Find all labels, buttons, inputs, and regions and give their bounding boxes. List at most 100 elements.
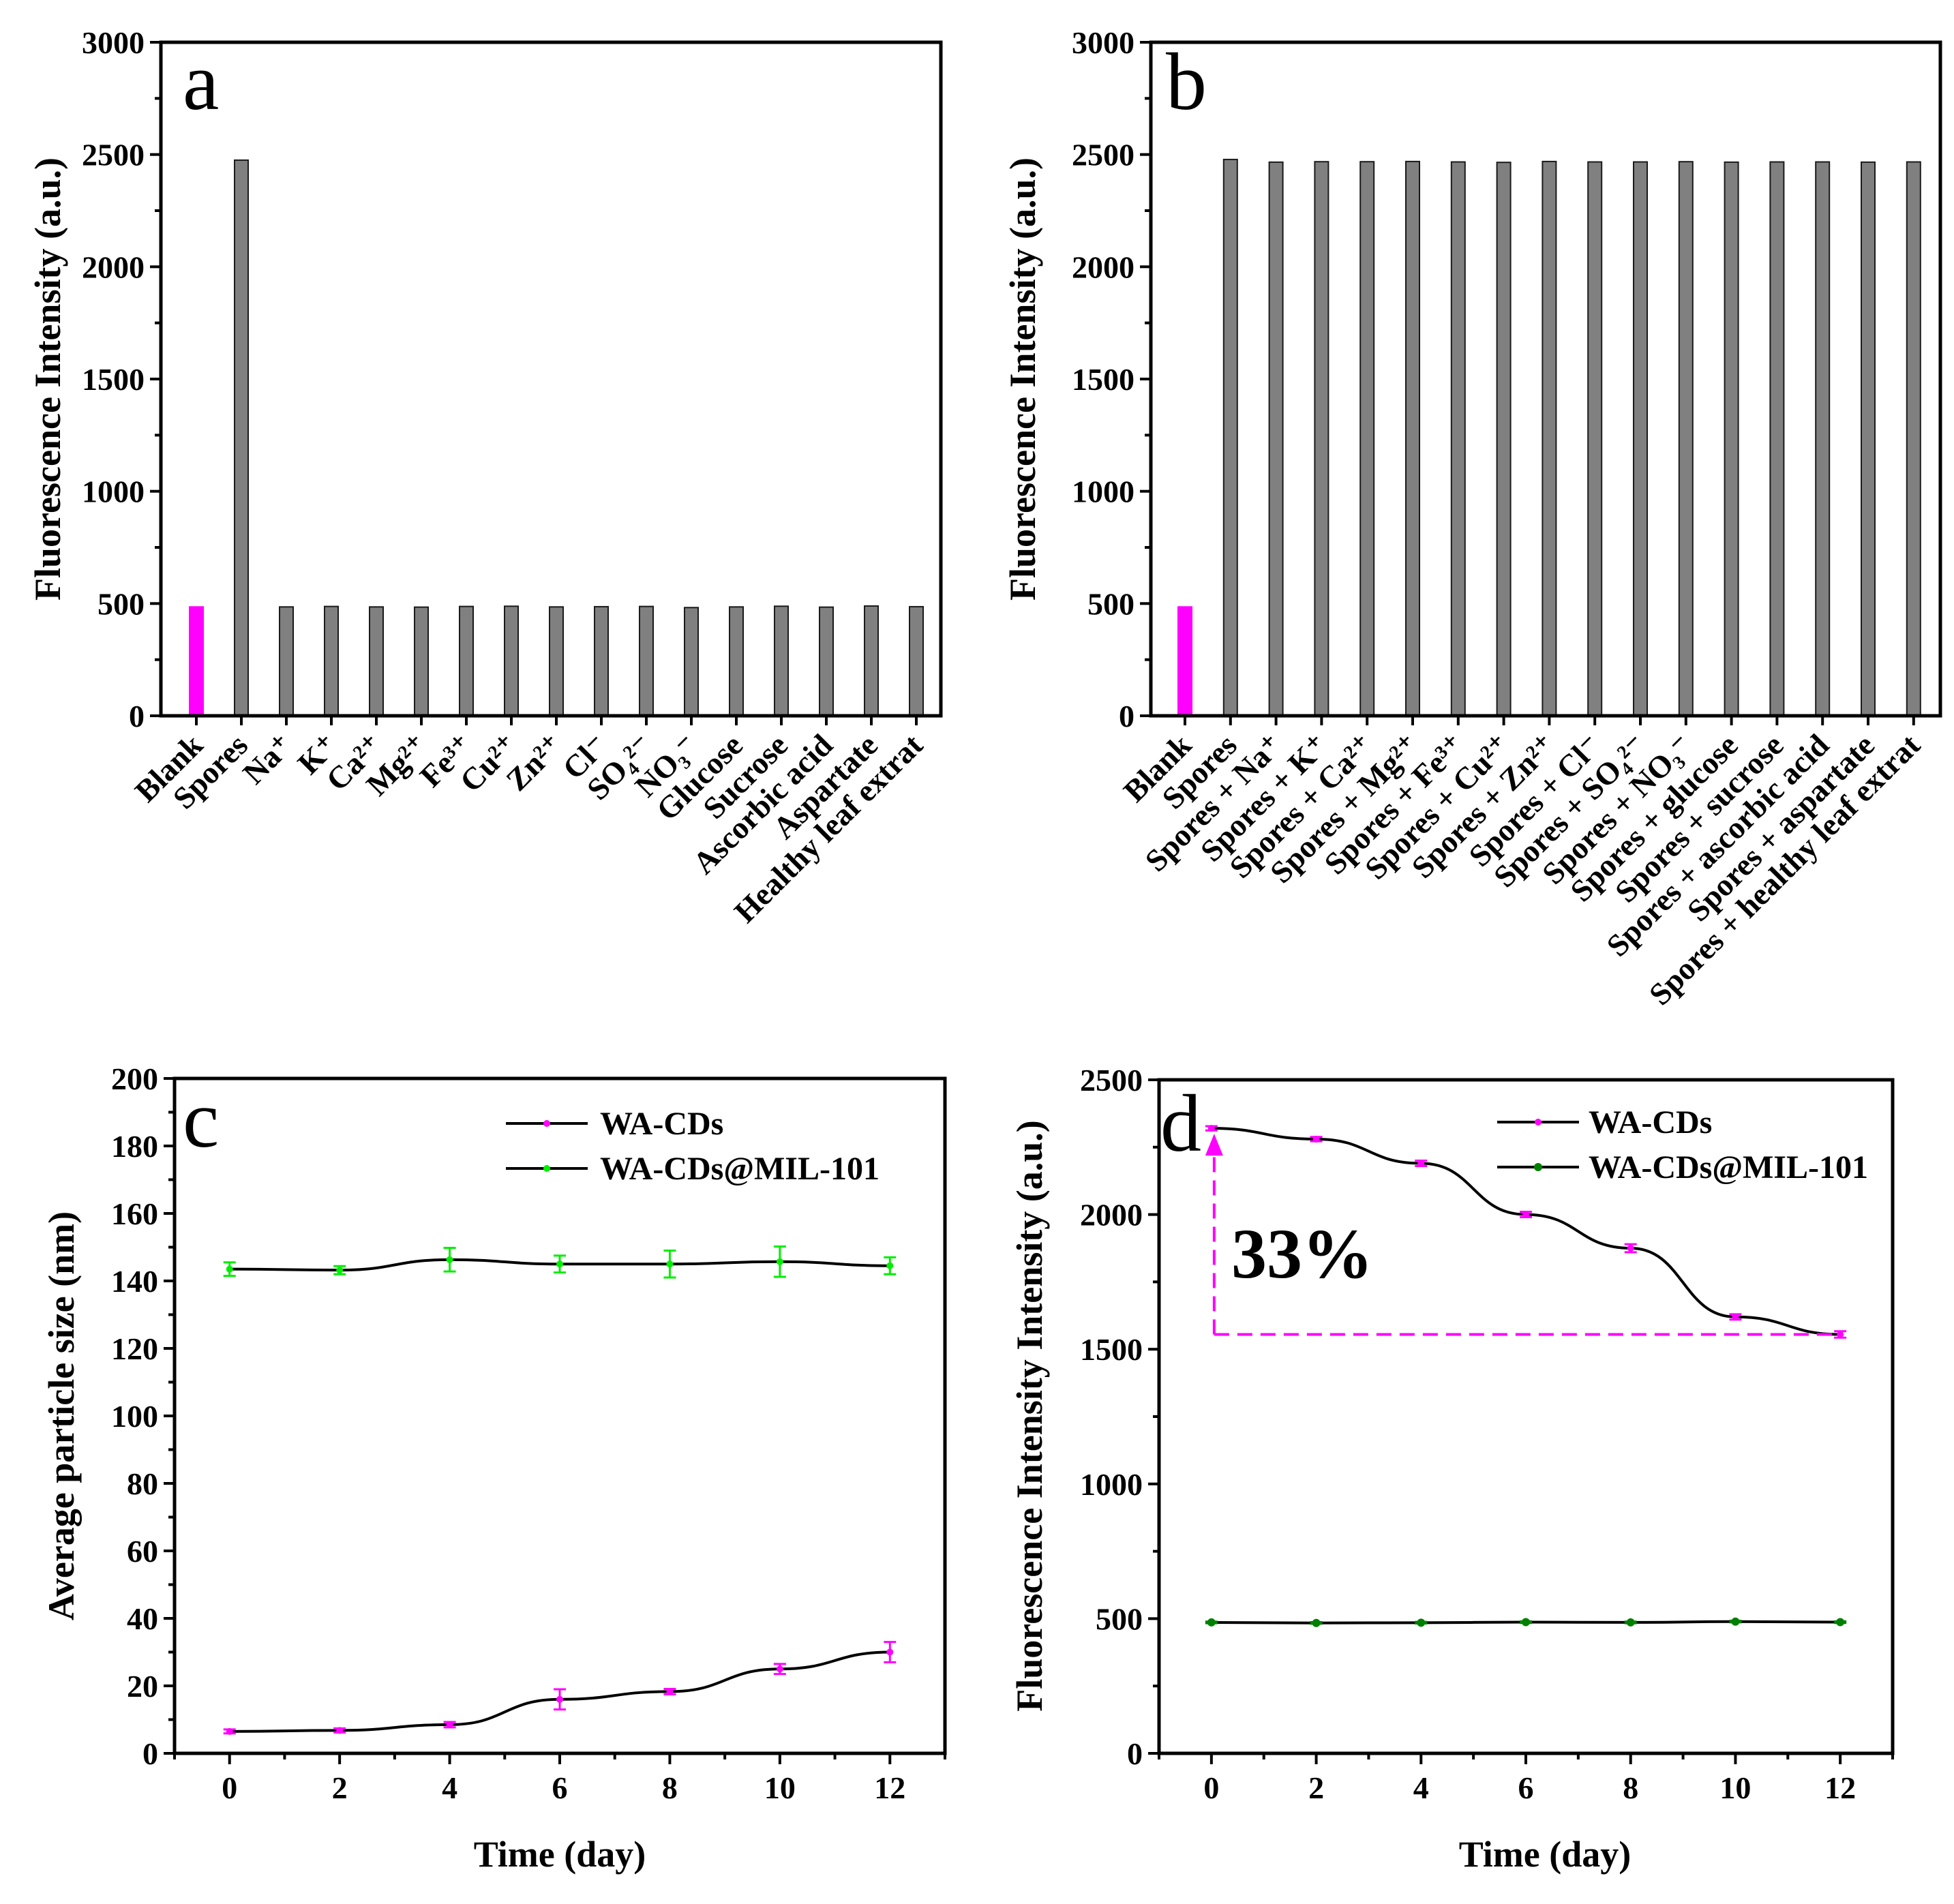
panel-d-annotation-label: 33% xyxy=(1231,1215,1373,1293)
panel-d-series-0-point-5 xyxy=(1732,1313,1739,1320)
panel-b-ytick-label-2: 1000 xyxy=(1072,474,1134,509)
panel-c-ytick-label-5: 100 xyxy=(111,1399,158,1434)
panel-c-xtick-label-0: 0 xyxy=(222,1770,237,1805)
panel-b-bar-9 xyxy=(1587,161,1603,716)
panel-c-series-0-point-3 xyxy=(556,1695,563,1703)
panel-d-xtick-label-3: 6 xyxy=(1518,1770,1534,1805)
panel-d-legend-marker-0 xyxy=(1535,1119,1542,1125)
panel-b-bar-4 xyxy=(1359,161,1375,717)
panel-d-series-1-point-0 xyxy=(1207,1618,1216,1627)
panel-b-bar-11 xyxy=(1678,161,1694,717)
panel-c-xlabel: Time (day) xyxy=(474,1834,646,1875)
panel-c-legend-marker-0 xyxy=(543,1120,550,1127)
panel-a-bar-7 xyxy=(504,605,519,716)
panel-c-series-1-point-4 xyxy=(666,1260,674,1268)
panel-b-yticks: 0 500 1000 1500 2000 2500 3000 xyxy=(1072,25,1151,734)
panel-a-bar-8 xyxy=(549,606,564,716)
panel-c-xtick-label-3: 6 xyxy=(552,1770,568,1805)
panel-a-ytick-label-1: 500 xyxy=(97,586,145,621)
panel-c-series xyxy=(223,1245,897,1735)
panel-d-series-1-point-3 xyxy=(1522,1618,1530,1627)
panel-d-ytick-label-4: 2000 xyxy=(1080,1198,1143,1233)
panel-b-bar-12 xyxy=(1724,161,1739,716)
panel-c-ytick-label-7: 140 xyxy=(111,1264,158,1299)
panel-c-series-1-point-1 xyxy=(336,1267,344,1274)
panel-b-ytick-label-0: 0 xyxy=(1119,699,1134,734)
panel-b-bar-15 xyxy=(1861,161,1876,716)
panel-c-legend: WA-CDs WA-CDs@MIL-101 xyxy=(506,1106,880,1187)
panel-a-ytick-label-3: 1500 xyxy=(82,362,145,397)
panel-a-category-labels: BlankSporesNa⁺K⁺Ca²⁺Mg²⁺Fe³⁺Cu²⁺Zn²⁺Cl⁻S… xyxy=(128,727,930,930)
panel-b-bar-14 xyxy=(1815,161,1831,716)
panel-d-xtick-label-2: 4 xyxy=(1413,1770,1429,1805)
panel-c-series-1-point-6 xyxy=(886,1262,894,1269)
panel-c-ytick-label-2: 40 xyxy=(127,1601,158,1636)
panel-c-series-0-point-1 xyxy=(336,1727,344,1734)
panel-b-ytick-label-4: 2000 xyxy=(1072,250,1134,284)
panel-a-bar-4 xyxy=(369,606,384,716)
panel-a-letter: a xyxy=(183,36,219,127)
panel-a-bar-5 xyxy=(414,606,429,716)
panel-d-series-1-point-1 xyxy=(1312,1618,1321,1627)
panel-b-bar-3 xyxy=(1314,161,1329,717)
panel-c-series-0-point-6 xyxy=(886,1648,894,1656)
panel-d-series-0-point-2 xyxy=(1417,1160,1425,1167)
panel-d-ytick-label-2: 1000 xyxy=(1080,1467,1143,1502)
panel-c-ytick-label-8: 160 xyxy=(111,1196,158,1231)
panel-b-ylabel: Fluorescence Intensity (a.u.) xyxy=(1002,157,1043,601)
panel-a-bar-0 xyxy=(189,606,204,716)
panel-b-bars xyxy=(1177,158,1921,725)
panel-b-ytick-label-3: 1500 xyxy=(1072,362,1134,397)
panel-d-xtick-label-4: 8 xyxy=(1623,1770,1638,1805)
panel-a-bar-12 xyxy=(729,606,744,716)
panel-a-bar-11 xyxy=(684,607,699,717)
panel-c-ylabel: Average particle size (nm) xyxy=(41,1211,82,1620)
panel-b-ytick-label-5: 2500 xyxy=(1072,138,1134,172)
panel-c-series-1-point-2 xyxy=(446,1256,453,1263)
panel-d-ytick-label-0: 0 xyxy=(1127,1736,1143,1771)
panel-c-ytick-label-4: 80 xyxy=(127,1466,158,1501)
panel-c-series-0-point-2 xyxy=(446,1721,453,1728)
panel-a-bar-16 xyxy=(909,605,924,716)
panel-d-series-1-point-6 xyxy=(1836,1618,1845,1627)
panel-b-letter: b xyxy=(1166,36,1207,127)
panel-a-bar-2 xyxy=(279,606,294,716)
panel-c-yticks: 0 20 40 60 80 100 120 140 160 180 200 xyxy=(111,1061,175,1771)
panel-d-series-1-point-5 xyxy=(1731,1617,1740,1626)
panel-b-bar-6 xyxy=(1450,161,1466,716)
panel-c-series-0-point-4 xyxy=(666,1688,674,1695)
panel-a-ytick-label-0: 0 xyxy=(129,699,145,734)
panel-c-xtick-label-2: 4 xyxy=(442,1770,457,1805)
panel-a-bar-13 xyxy=(774,605,789,716)
panel-c-xtick-label-4: 8 xyxy=(662,1770,678,1805)
panel-d-legend-label-0: WA-CDs xyxy=(1589,1104,1712,1140)
panel-a-yticks: 0 500 1000 1500 2000 2500 3000 xyxy=(82,25,161,734)
panel-a-bar-14 xyxy=(819,606,834,716)
panel-d: 0 500 1000 1500 2000 2500 0 2 4 6 8 10 12 33% d Flu… xyxy=(1009,1063,1895,1875)
panel-a-ytick-label-5: 2500 xyxy=(82,138,145,172)
panel-a-ytick-label-4: 2000 xyxy=(82,250,145,284)
panel-c-letter: c xyxy=(183,1074,219,1164)
panel-d-legend-marker-1 xyxy=(1534,1163,1542,1171)
panel-a-ylabel: Fluorescence Intensity (a.u.) xyxy=(27,157,68,601)
panel-b: 0 500 1000 1500 2000 2500 3000 BlankSporesSpor… xyxy=(1002,25,1942,1012)
panel-d-ytick-label-5: 2500 xyxy=(1080,1063,1143,1098)
panel-b-bar-2 xyxy=(1268,161,1284,716)
panel-b-bar-16 xyxy=(1906,161,1921,716)
panel-b-ytick-label-6: 3000 xyxy=(1072,25,1134,60)
panel-b-bar-7 xyxy=(1496,162,1512,716)
panel-d-xtick-label-6: 12 xyxy=(1824,1770,1856,1805)
panel-a-bar-6 xyxy=(459,605,474,717)
panel-c-xtick-label-5: 10 xyxy=(764,1770,796,1805)
panel-c-ytick-label-3: 60 xyxy=(127,1534,158,1569)
panel-d-series-0-point-3 xyxy=(1522,1211,1529,1218)
panel-c-ytick-label-0: 0 xyxy=(142,1736,158,1771)
panel-a-category-label-2: Na⁺ xyxy=(236,727,299,791)
panel-a-bar-9 xyxy=(594,605,609,716)
panel-d-series-1-point-4 xyxy=(1626,1618,1635,1627)
panel-b-bar-0 xyxy=(1177,606,1192,716)
panel-c-series-0-point-0 xyxy=(226,1727,233,1735)
panel-d-yticks: 0 500 1000 1500 2000 2500 xyxy=(1080,1063,1159,1771)
